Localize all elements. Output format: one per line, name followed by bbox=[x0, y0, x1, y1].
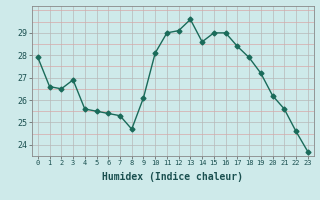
X-axis label: Humidex (Indice chaleur): Humidex (Indice chaleur) bbox=[102, 172, 243, 182]
